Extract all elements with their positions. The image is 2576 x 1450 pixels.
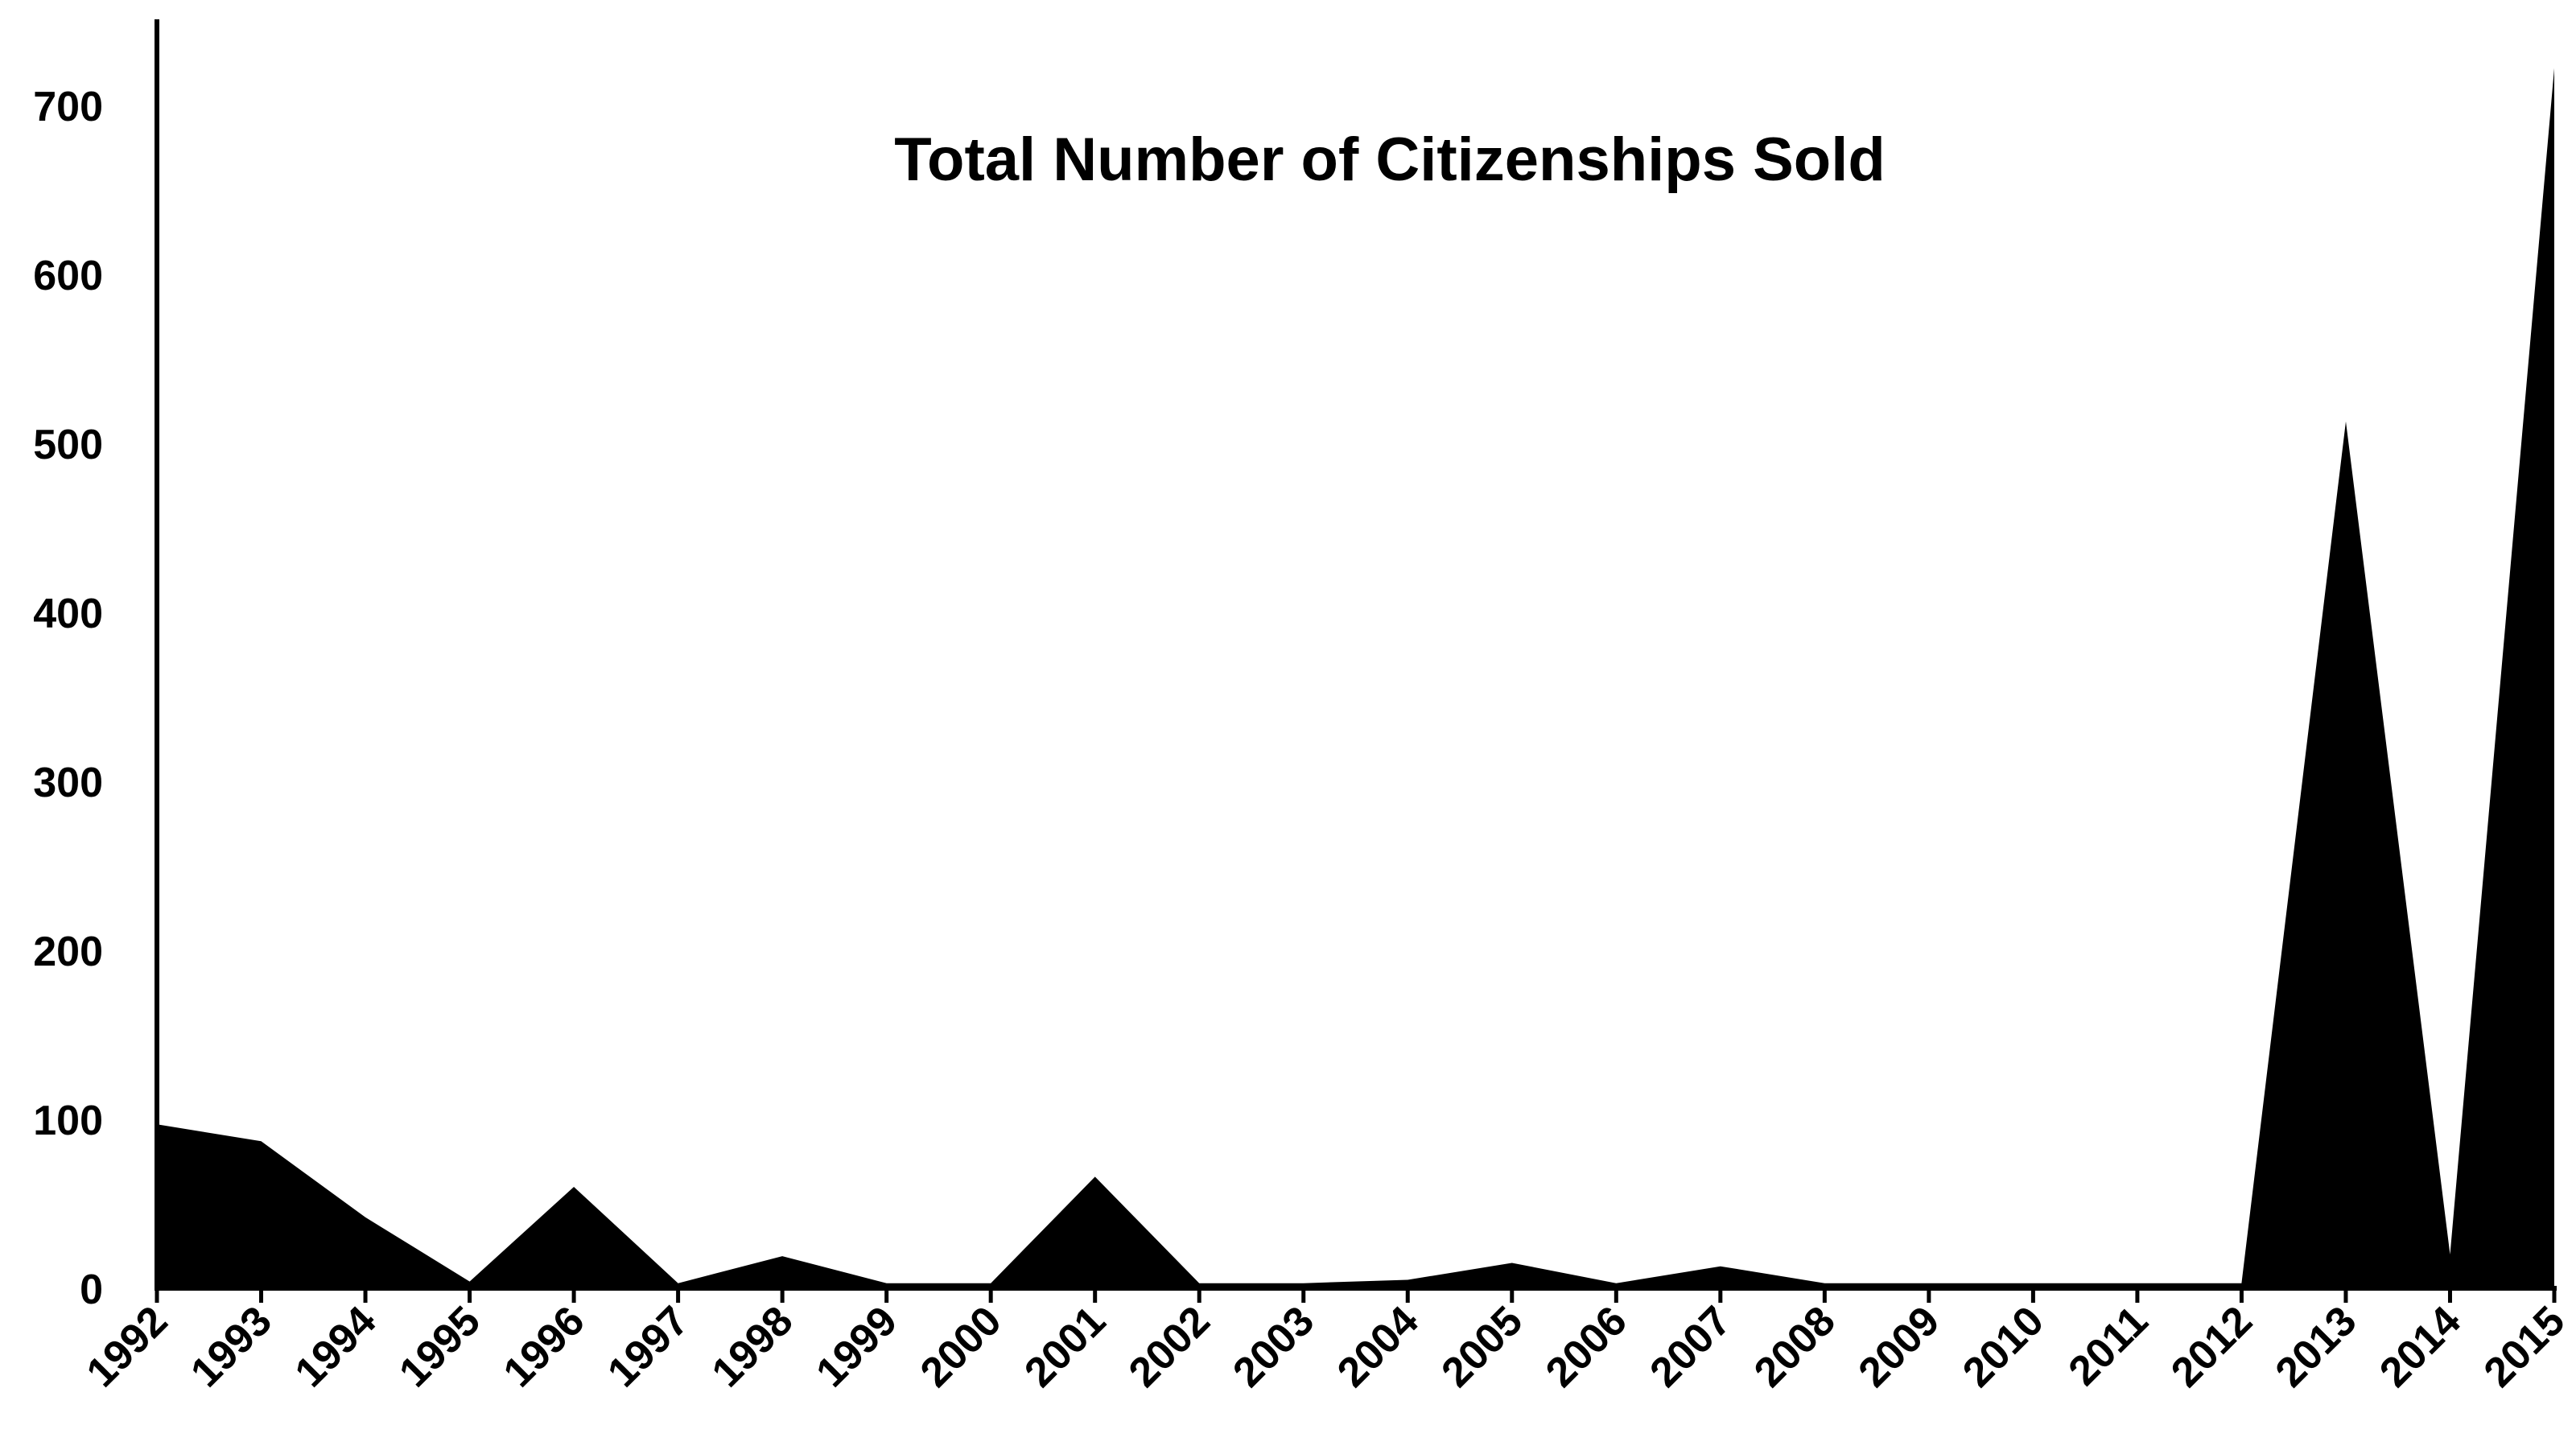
y-tick-label: 100 xyxy=(33,1098,103,1144)
y-tick-label: 300 xyxy=(33,760,103,806)
x-tick-labels: 1992 1993 1994 1995 1996 1997 1998 1999 2000 2001… xyxy=(78,1297,2574,1396)
x-tick-label-2014: 2014 xyxy=(2371,1297,2470,1396)
x-tick-label-2000: 2000 xyxy=(912,1297,1011,1396)
y-tick-label: 500 xyxy=(33,422,103,468)
x-tick-label-2012: 2012 xyxy=(2162,1297,2261,1396)
x-tick-label-1997: 1997 xyxy=(599,1297,698,1396)
x-tick-label-1996: 1996 xyxy=(495,1297,594,1396)
y-tick-label: 0 xyxy=(80,1267,103,1313)
x-tick-label-2015: 2015 xyxy=(2475,1297,2574,1396)
x-tick-label-2002: 2002 xyxy=(1120,1297,1219,1396)
x-tick-label-1995: 1995 xyxy=(390,1297,489,1396)
x-tick-label-2003: 2003 xyxy=(1224,1297,1323,1396)
x-tick-label-2006: 2006 xyxy=(1537,1297,1636,1396)
axis-layer xyxy=(155,19,2557,1303)
chart-title: Total Number of Citizenships Sold xyxy=(894,126,1886,194)
x-tick-label-2013: 2013 xyxy=(2267,1297,2366,1396)
x-tick-label-1999: 1999 xyxy=(807,1297,906,1396)
x-tick-label-2011: 2011 xyxy=(2060,1297,2158,1394)
x-tick-label-2008: 2008 xyxy=(1745,1297,1844,1396)
area-layer xyxy=(157,68,2554,1288)
x-tick-label-2007: 2007 xyxy=(1641,1297,1740,1396)
x-tick-label-2005: 2005 xyxy=(1432,1297,1531,1396)
x-tick-label-2009: 2009 xyxy=(1850,1297,1949,1396)
x-tick-label-1994: 1994 xyxy=(286,1297,385,1396)
y-tick-labels: 0 100 200 300 400 500 600 700 xyxy=(33,84,103,1313)
area-series-fill xyxy=(157,68,2554,1288)
y-tick-label: 700 xyxy=(33,84,103,130)
y-tick-label: 400 xyxy=(33,591,103,637)
y-tick-label: 200 xyxy=(33,929,103,975)
x-tick-label-1993: 1993 xyxy=(182,1297,281,1396)
y-tick-label: 600 xyxy=(33,253,103,299)
x-tick-label-2010: 2010 xyxy=(1954,1297,2053,1396)
x-tick-label-1998: 1998 xyxy=(703,1297,802,1396)
x-tick-label-2001: 2001 xyxy=(1016,1297,1115,1396)
x-tick-label-2004: 2004 xyxy=(1329,1297,1428,1396)
